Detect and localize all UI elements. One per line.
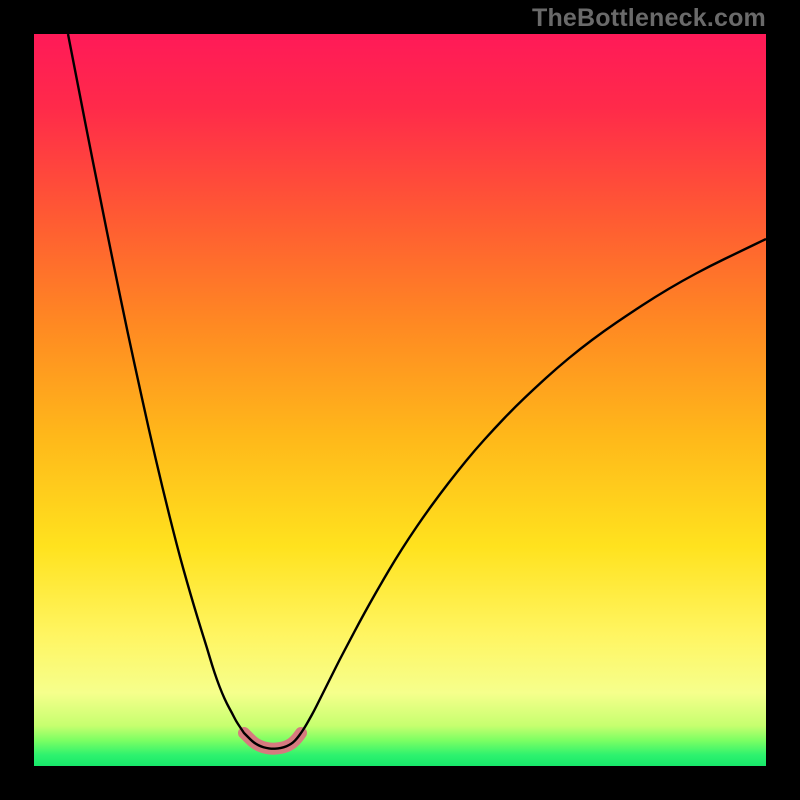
chart-svg <box>34 34 766 766</box>
watermark-text: TheBottleneck.com <box>532 4 766 33</box>
plot-area <box>34 34 766 766</box>
chart-background <box>34 34 766 766</box>
